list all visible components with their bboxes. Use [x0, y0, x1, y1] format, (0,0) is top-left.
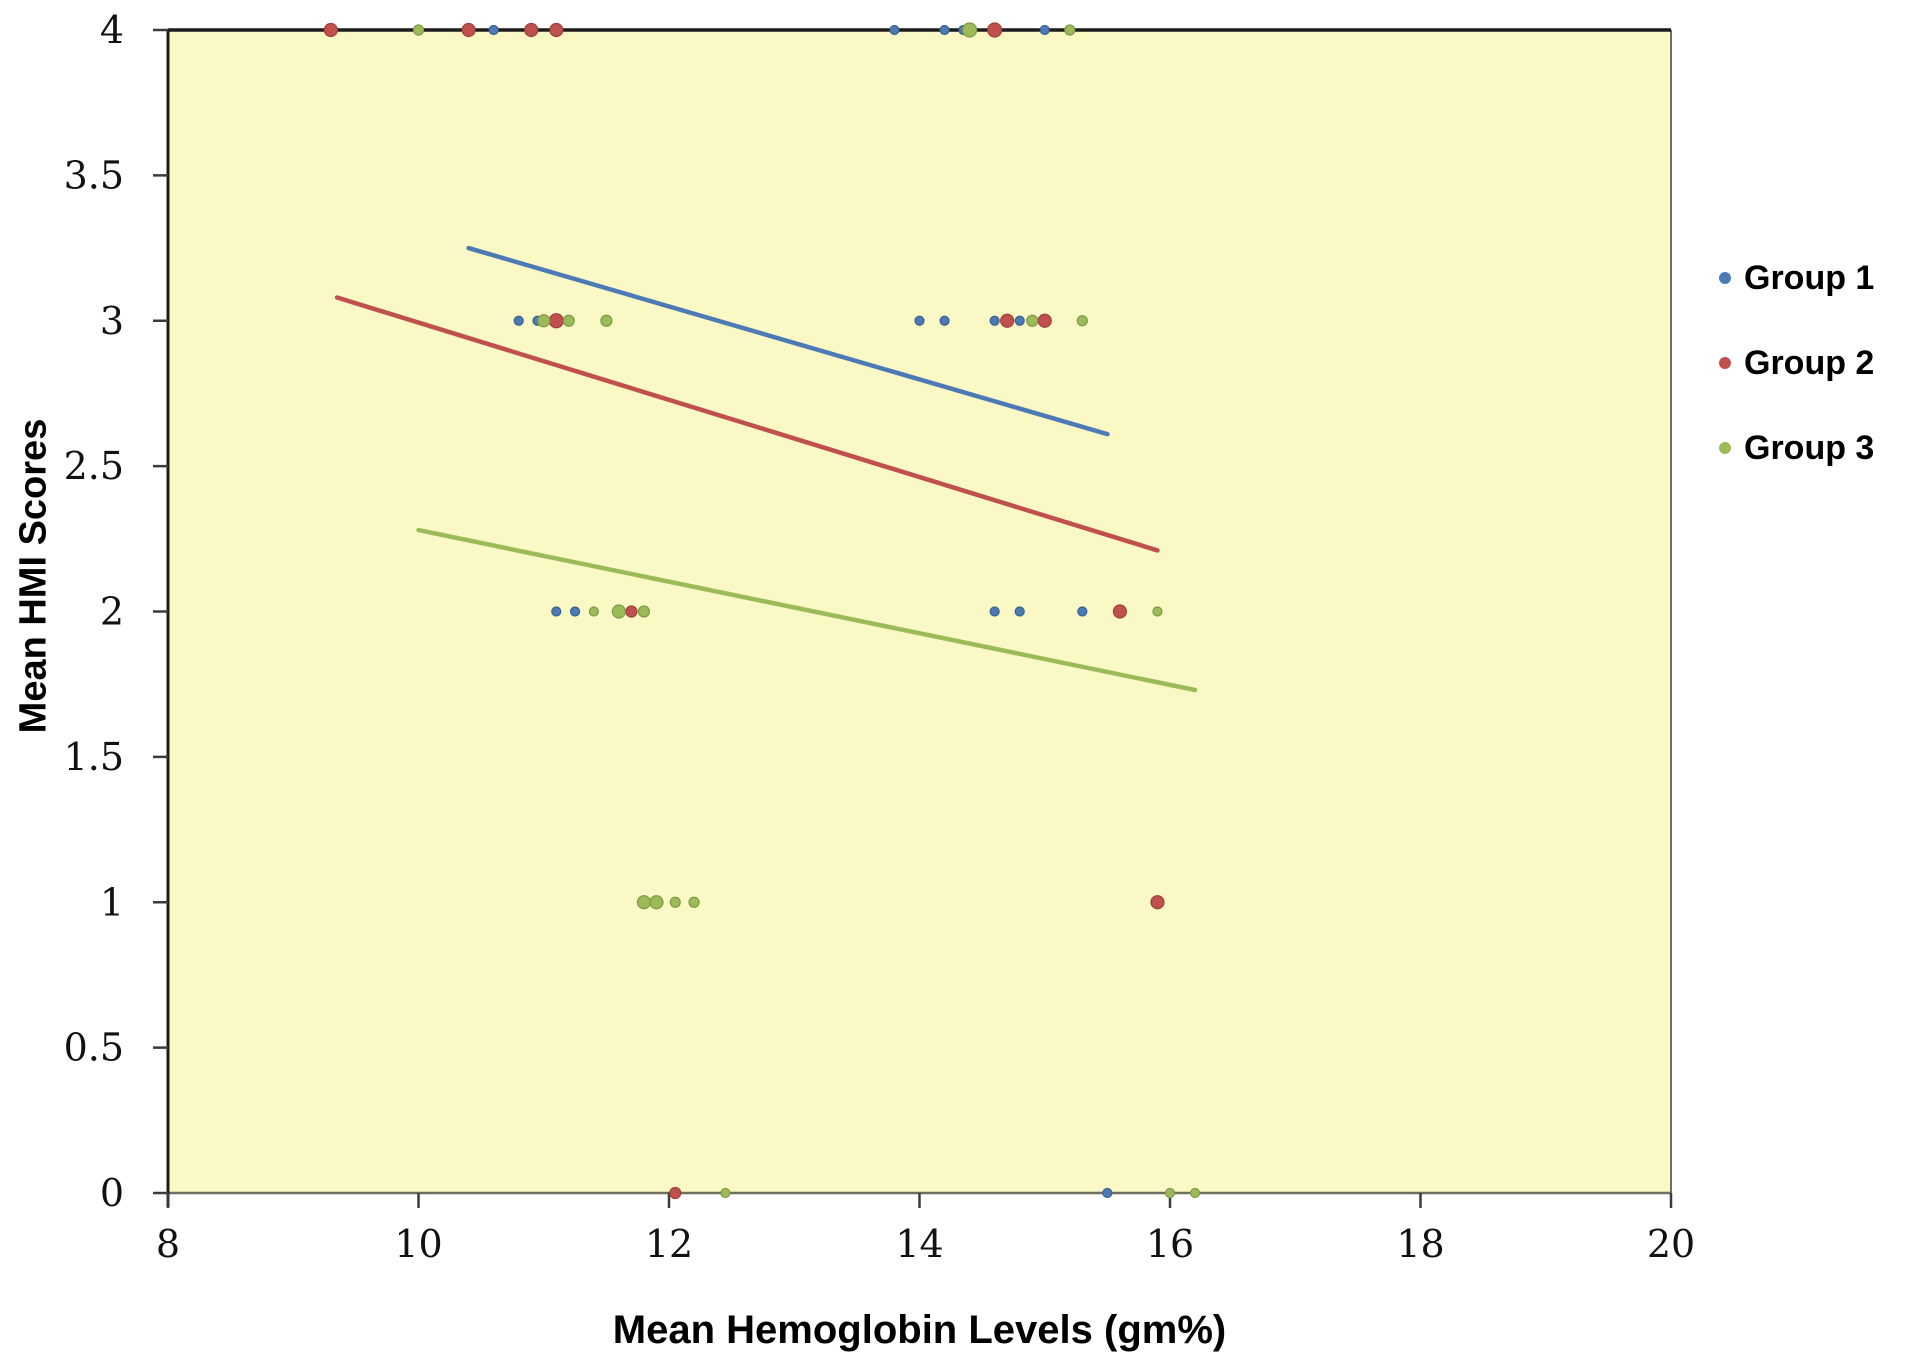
y-axis-title: Mean HMI Scores	[12, 418, 55, 734]
data-point-group-2	[323, 22, 338, 38]
data-point-group-2	[461, 22, 476, 38]
data-point-group-3	[537, 314, 551, 328]
data-point-group-1	[1077, 606, 1088, 617]
data-point-group-2	[1112, 604, 1128, 619]
data-point-group-1	[488, 24, 499, 36]
legend-label: Group 2	[1744, 343, 1875, 382]
x-tick-label: 20	[1647, 1222, 1695, 1266]
data-point-group-3	[669, 896, 681, 908]
x-tick-label: 12	[645, 1222, 693, 1266]
data-point-group-1	[1014, 606, 1025, 617]
data-point-group-1	[989, 606, 1000, 617]
y-tick-label: 3.5	[64, 153, 124, 197]
data-point-group-2	[1150, 895, 1165, 910]
data-point-group-1	[1039, 24, 1050, 36]
y-tick-label: 1	[100, 880, 124, 924]
x-tick-label: 10	[394, 1222, 442, 1266]
data-point-group-1	[569, 606, 581, 617]
data-point-group-2	[669, 1186, 682, 1200]
data-point-group-1	[939, 315, 950, 326]
data-point-group-2	[1000, 313, 1015, 328]
data-point-group-1	[939, 24, 950, 36]
data-point-group-3	[637, 605, 651, 618]
y-tick-label: 0	[100, 1171, 124, 1215]
data-point-group-3	[1064, 24, 1076, 36]
data-point-group-2	[625, 605, 638, 618]
y-tick-label: 2.5	[64, 444, 124, 488]
data-point-group-3	[1026, 314, 1039, 327]
data-point-group-2	[548, 313, 564, 329]
data-point-group-3	[600, 314, 613, 327]
data-point-group-3	[688, 896, 700, 908]
legend-item-group-2: Group 2	[1719, 335, 1874, 391]
data-point-group-1	[889, 24, 900, 36]
trendline-group-2	[334, 295, 1160, 553]
data-point-group-2	[987, 22, 1003, 38]
data-point-group-3	[588, 606, 599, 617]
data-point-group-1	[513, 315, 524, 326]
data-point-group-3	[636, 895, 652, 910]
data-point-group-3	[1076, 315, 1088, 327]
y-tick-label: 0.5	[64, 1026, 124, 1070]
data-point-group-3	[961, 22, 978, 38]
data-point-group-3	[720, 1187, 731, 1199]
data-point-group-3	[412, 24, 425, 36]
data-point-group-1	[551, 606, 562, 617]
x-tick-label: 16	[1146, 1222, 1194, 1266]
y-tick-label: 4	[100, 8, 124, 52]
data-point-group-1	[989, 315, 1000, 326]
legend: Group 1 Group 2 Group 3	[1719, 250, 1874, 505]
data-point-group-3	[1152, 606, 1163, 617]
data-point-group-2	[1037, 313, 1052, 328]
legend-label: Group 3	[1744, 428, 1875, 467]
data-point-group-1	[914, 315, 925, 326]
trendline-group-1	[466, 245, 1110, 437]
data-point-group-3	[1164, 1187, 1176, 1199]
data-point-group-2	[549, 22, 564, 38]
x-tick-label: 8	[156, 1222, 180, 1266]
legend-item-group-3: Group 3	[1719, 420, 1874, 476]
legend-marker	[1719, 442, 1731, 454]
data-point-group-3	[611, 604, 627, 619]
legend-label: Group 1	[1744, 258, 1875, 297]
y-tick-label: 3	[100, 299, 124, 343]
x-tick-label: 14	[895, 1222, 943, 1266]
y-tick-label: 1.5	[64, 735, 124, 779]
data-point-group-3	[1189, 1187, 1201, 1199]
plot-area	[168, 30, 1671, 1193]
legend-marker	[1719, 272, 1731, 284]
data-point-group-1	[1014, 315, 1025, 326]
x-tick-label: 18	[1396, 1222, 1444, 1266]
x-axis-title: Mean Hemoglobin Levels (gm%)	[612, 1308, 1227, 1352]
trendline-group-3	[416, 527, 1198, 693]
legend-item-group-1: Group 1	[1719, 250, 1874, 306]
data-point-group-2	[524, 22, 539, 38]
data-point-group-3	[649, 895, 664, 910]
data-point-group-1	[1102, 1187, 1113, 1199]
y-tick-label: 2	[100, 590, 124, 634]
data-point-group-3	[562, 314, 575, 327]
legend-marker	[1719, 357, 1731, 369]
